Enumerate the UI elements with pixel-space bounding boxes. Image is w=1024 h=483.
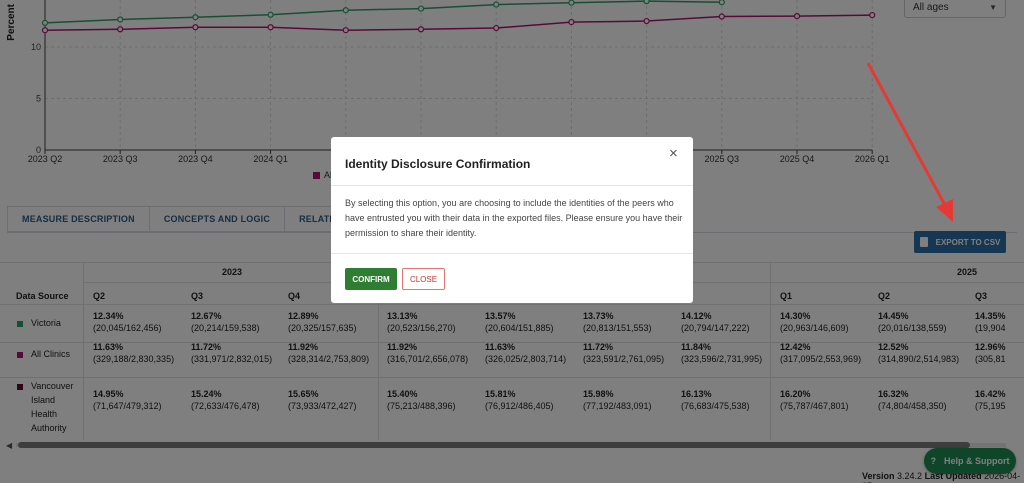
identity-disclosure-modal: Identity Disclosure Confirmation × By se… xyxy=(331,137,693,303)
modal-title: Identity Disclosure Confirmation xyxy=(345,157,531,171)
modal-body-text: By selecting this option, you are choosi… xyxy=(345,198,683,238)
annotation-arrow-shaft xyxy=(866,62,948,208)
modal-header-divider xyxy=(331,185,693,186)
modal-footer-divider xyxy=(331,253,693,254)
close-icon[interactable]: × xyxy=(669,145,678,162)
confirm-button[interactable]: CONFIRM xyxy=(345,268,397,290)
close-button[interactable]: CLOSE xyxy=(402,268,445,290)
annotation-arrow-head xyxy=(936,199,953,222)
